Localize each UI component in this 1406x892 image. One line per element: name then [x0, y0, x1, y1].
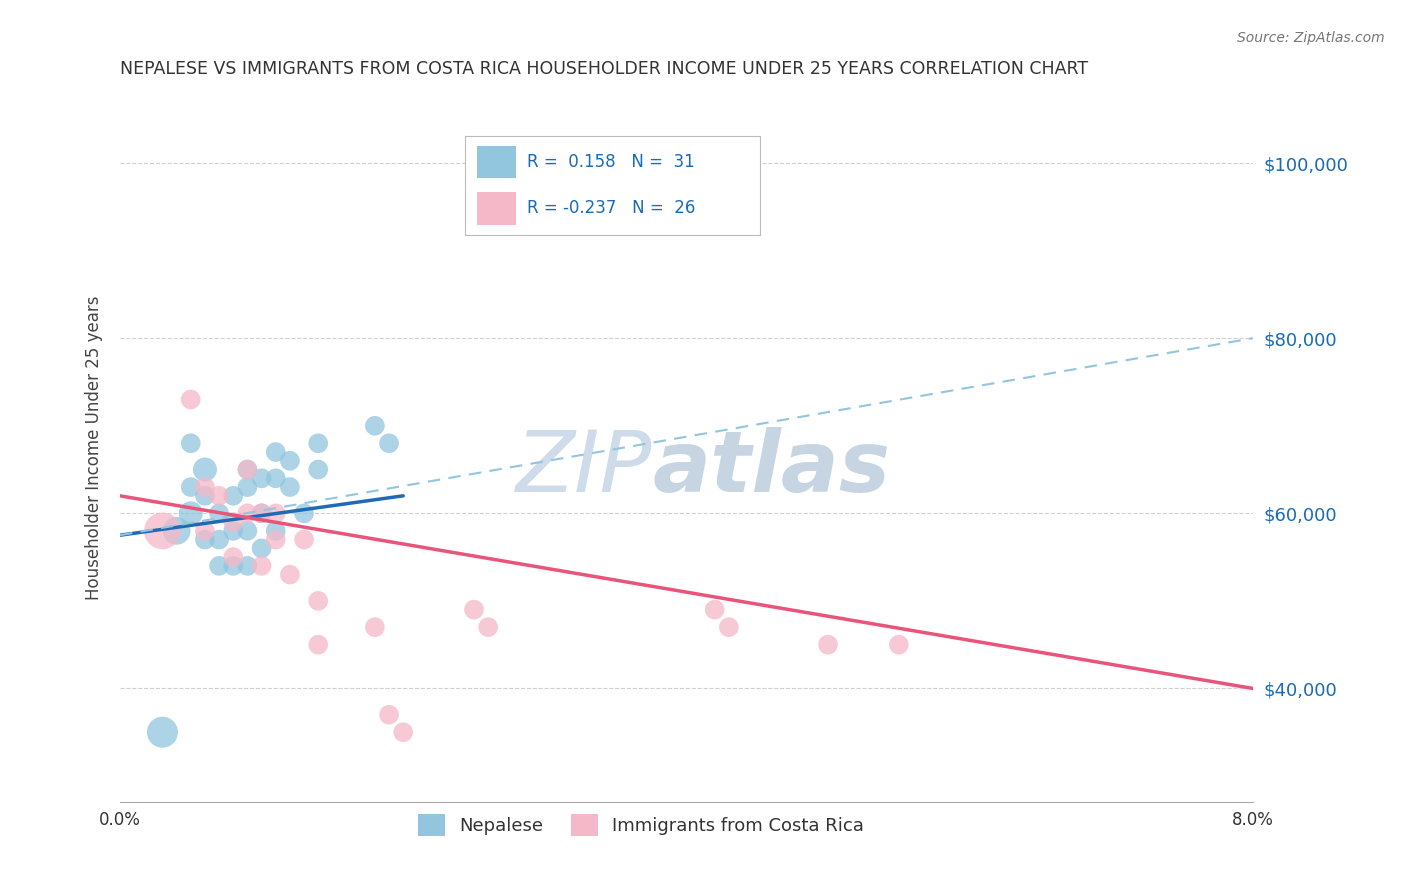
Point [250, 541, 273, 556]
Text: NEPALESE VS IMMIGRANTS FROM COSTA RICA HOUSEHOLDER INCOME UNDER 25 YEARS CORRELA: NEPALESE VS IMMIGRANTS FROM COSTA RICA H… [120, 60, 1088, 78]
Point [222, 515, 245, 529]
Point [208, 506, 231, 520]
Point [208, 533, 231, 547]
Point [703, 602, 725, 616]
Point [236, 558, 259, 573]
Point [463, 602, 485, 616]
Text: ZIP: ZIP [516, 427, 652, 510]
Text: Source: ZipAtlas.com: Source: ZipAtlas.com [1237, 31, 1385, 45]
Point [194, 480, 217, 494]
Point [250, 471, 273, 485]
Point [194, 533, 217, 547]
Point [194, 462, 217, 476]
Point [250, 506, 273, 520]
Point [717, 620, 740, 634]
Point [307, 638, 329, 652]
Point [264, 524, 287, 538]
Point [222, 550, 245, 565]
Point [222, 489, 245, 503]
Point [307, 462, 329, 476]
Point [152, 725, 174, 739]
Point [250, 506, 273, 520]
Point [208, 489, 231, 503]
Point [152, 524, 174, 538]
Point [364, 620, 387, 634]
Text: atlas: atlas [652, 427, 890, 510]
Point [292, 506, 315, 520]
Point [180, 480, 202, 494]
Point [392, 725, 415, 739]
Point [477, 620, 499, 634]
Point [278, 454, 301, 468]
Point [264, 471, 287, 485]
Point [236, 462, 259, 476]
Point [264, 533, 287, 547]
Point [222, 558, 245, 573]
Point [194, 489, 217, 503]
Point [378, 707, 401, 722]
Point [180, 506, 202, 520]
Point [250, 558, 273, 573]
Point [180, 436, 202, 450]
Legend: Nepalese, Immigrants from Costa Rica: Nepalese, Immigrants from Costa Rica [411, 806, 872, 843]
Point [236, 480, 259, 494]
Point [236, 524, 259, 538]
Point [817, 638, 839, 652]
Point [236, 506, 259, 520]
Point [378, 436, 401, 450]
Point [278, 480, 301, 494]
Point [264, 506, 287, 520]
Point [222, 524, 245, 538]
Point [887, 638, 910, 652]
Point [194, 524, 217, 538]
Point [264, 445, 287, 459]
Point [292, 533, 315, 547]
Point [307, 436, 329, 450]
Point [208, 558, 231, 573]
Y-axis label: Householder Income Under 25 years: Householder Income Under 25 years [86, 295, 103, 600]
Point [166, 524, 188, 538]
Point [236, 462, 259, 476]
Point [278, 567, 301, 582]
Point [180, 392, 202, 407]
Point [364, 418, 387, 433]
Point [307, 594, 329, 608]
